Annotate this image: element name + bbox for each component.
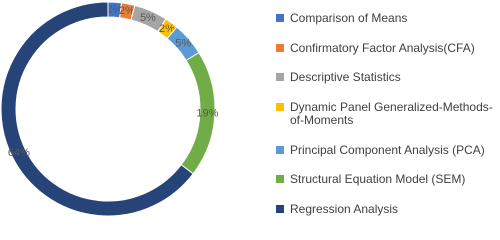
legend-item: Descriptive Statistics (276, 71, 498, 84)
legend-label: Comparison of Means (290, 11, 408, 25)
legend-label: Regression Analysis (290, 201, 399, 216)
data-label: 5% (175, 38, 191, 50)
data-label: 64% (8, 147, 30, 159)
legend-label: Principal Component Analysis (PCA) (290, 142, 485, 157)
legend-swatch (276, 102, 284, 111)
legend-swatch (276, 14, 284, 22)
legend-swatch (276, 43, 284, 52)
legend-item: Regression Analysis (276, 201, 498, 216)
legend-swatch (276, 145, 284, 154)
legend-item: Confirmatory Factor Analysis(CFA) (276, 40, 498, 55)
legend-item: Dynamic Panel Generalized-Methods-of-Mom… (276, 99, 498, 127)
data-label: 5% (140, 12, 156, 24)
legend-item: Principal Component Analysis (PCA) (276, 142, 498, 157)
legend-label: Confirmatory Factor Analysis(CFA) (290, 40, 475, 55)
legend-swatch (276, 175, 284, 184)
donut-segment (0, 1, 194, 217)
legend-item: Comparison of Means (276, 12, 498, 25)
data-label: 2% (159, 23, 175, 35)
legend-label: Structural Equation Model (SEM) (290, 172, 466, 187)
legend: Comparison of Means Confirmatory Factor A… (276, 12, 498, 216)
legend-swatch (276, 204, 284, 213)
legend-swatch (276, 73, 284, 82)
data-label: 2% (119, 5, 135, 17)
data-label: 19% (196, 108, 218, 120)
page: 2% 2% 5% 2% 5% 19% 64% Comparison of Means Conf… (0, 1, 498, 217)
legend-item: Structural Equation Model (SEM) (276, 173, 498, 186)
legend-label: Descriptive Statistics (290, 70, 401, 85)
donut-chart: 2%2%5%2%5%19%64% (0, 1, 219, 217)
legend-label: Dynamic Panel Generalized-Methods-of-Mom… (290, 99, 493, 127)
data-label: 2% (106, 4, 122, 16)
